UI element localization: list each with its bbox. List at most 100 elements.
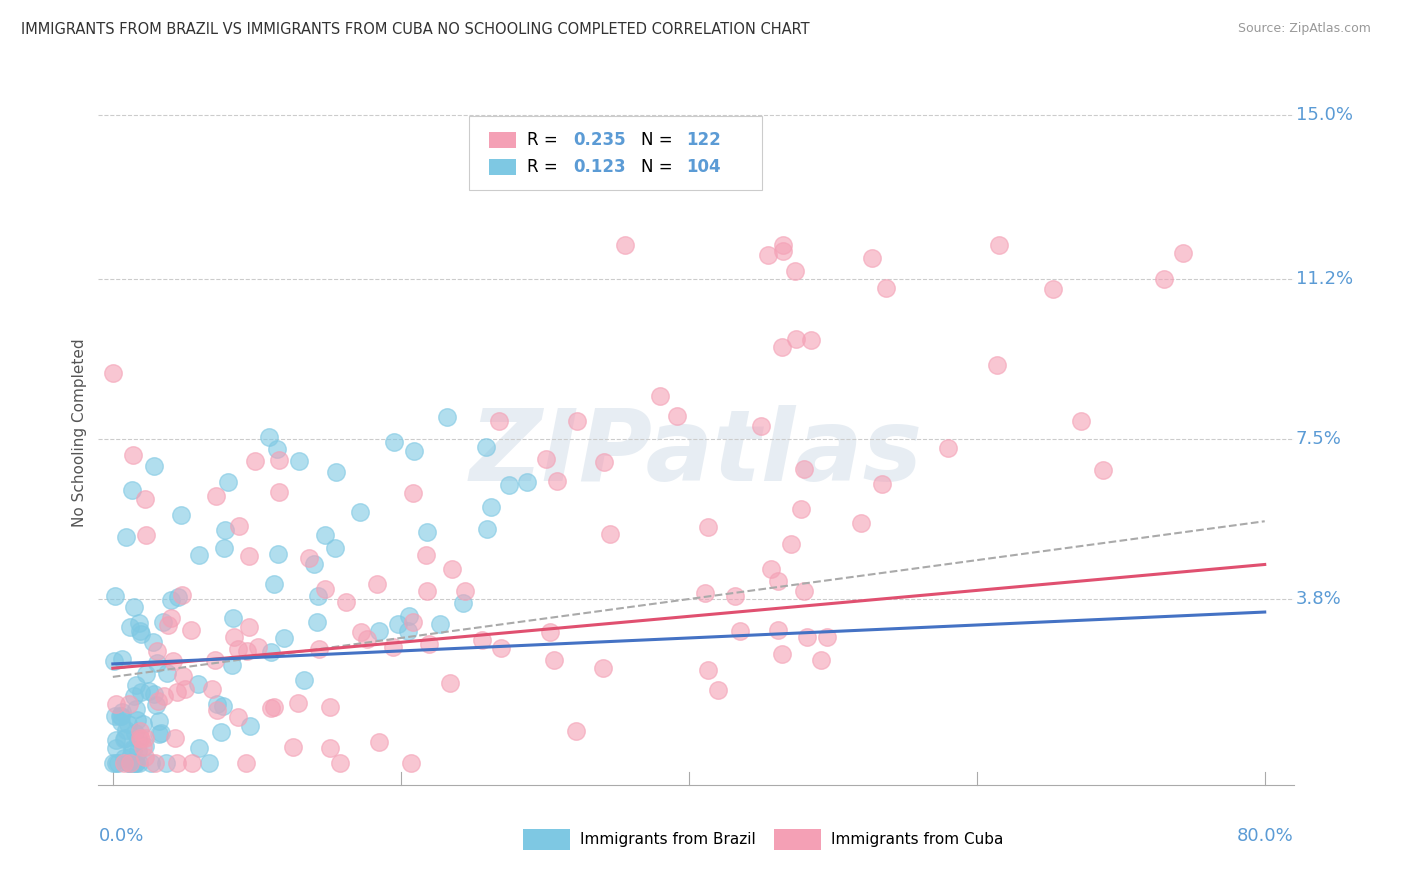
Point [266,442,288,456]
Point [115,723,138,737]
Point [759,562,782,576]
Point [368,735,391,749]
Point [793,462,815,476]
Point [159,611,181,625]
Point [146,656,169,670]
Text: 0.123: 0.123 [572,158,626,176]
Point [142,687,165,701]
Point [349,506,371,520]
Text: IMMIGRANTS FROM BRAZIL VS IMMIGRANTS FROM CUBA NO SCHOOLING COMPLETED CORRELATIO: IMMIGRANTS FROM BRAZIL VS IMMIGRANTS FRO… [21,22,810,37]
Point [263,577,285,591]
Point [453,597,475,611]
Point [488,414,510,428]
Point [132,717,155,731]
Point [134,731,156,746]
Point [273,631,295,645]
Point [665,409,688,423]
FancyBboxPatch shape [489,132,516,148]
Point [382,434,405,449]
Point [166,685,188,699]
Point [134,750,156,764]
Text: R =: R = [527,131,564,149]
Point [124,725,146,739]
Point [198,756,221,771]
Point [288,454,311,468]
Point [146,694,169,708]
Point [768,623,790,637]
Point [696,664,718,678]
Point [793,583,815,598]
Point [756,247,779,261]
Point [111,705,134,719]
Point [239,719,262,733]
Point [257,430,280,444]
FancyBboxPatch shape [470,116,762,189]
Point [314,528,336,542]
Point [402,486,425,500]
Point [516,475,538,489]
Point [439,676,461,690]
Point [110,708,132,723]
Point [789,502,811,516]
Point [118,756,141,771]
Point [323,541,346,556]
Point [534,451,557,466]
Point [128,756,150,771]
Point [546,474,568,488]
Point [201,681,224,696]
Point [188,548,211,562]
Point [124,756,146,771]
Point [706,683,728,698]
Point [153,689,176,703]
Text: 80.0%: 80.0% [1237,827,1294,846]
Point [143,459,166,474]
Point [319,741,342,756]
Point [104,709,127,723]
Point [479,500,502,515]
Point [398,609,420,624]
Point [101,756,124,771]
Point [129,731,152,746]
FancyBboxPatch shape [773,830,821,850]
Point [269,452,291,467]
Point [156,666,179,681]
Point [204,653,226,667]
Point [565,724,588,739]
Point [129,685,152,699]
Point [987,237,1010,252]
Point [112,756,135,771]
Point [498,477,520,491]
Point [936,441,959,455]
Point [441,562,464,576]
Point [120,756,142,771]
Point [416,524,439,539]
Point [870,477,893,491]
Point [205,489,228,503]
Point [986,358,1008,372]
Text: Source: ZipAtlas.com: Source: ZipAtlas.com [1237,22,1371,36]
Point [849,516,872,530]
Point [772,237,794,252]
Point [592,455,614,469]
Point [302,557,325,571]
Point [538,624,561,639]
Point [724,590,747,604]
Point [243,454,266,468]
Point [121,448,143,462]
Point [143,756,166,771]
Point [131,627,153,641]
Point [211,699,233,714]
Point [307,615,329,629]
Point [112,751,135,765]
Point [693,586,716,600]
Point [222,611,245,625]
Point [565,413,588,427]
Point [120,749,142,764]
Text: Immigrants from Brazil: Immigrants from Brazil [581,832,756,847]
Point [366,576,388,591]
Point [103,366,125,380]
Point [436,410,458,425]
Point [104,732,127,747]
Point [415,549,437,563]
Text: N =: N = [641,158,678,176]
